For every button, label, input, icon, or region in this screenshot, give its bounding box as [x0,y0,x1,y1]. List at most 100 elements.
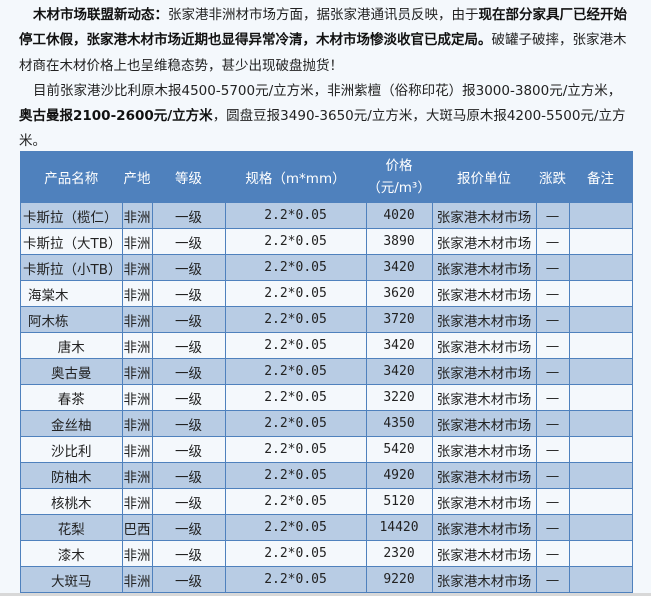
cell-product-name: 唐木 [20,332,123,359]
cell-change: — [535,436,570,463]
text-segment: 张家港非洲材市场方面，据张家港通讯员反映，由于 [168,7,479,23]
cell-spec: 2.2*0.05 [224,306,367,333]
table-row: 卡斯拉（大TB） 非洲 一级 2.2*0.05 3890 张家港木材市场 — [20,228,633,255]
cell-note [568,228,633,255]
header-grade: 等级 [151,151,226,203]
cell-quote-unit: 张家港木材市场 [431,228,537,255]
cell-note [568,540,633,567]
cell-change: — [535,228,570,255]
header-price-label: 价格 [385,158,413,174]
cell-quote-unit: 张家港木材市场 [431,254,537,281]
cell-note [568,384,633,411]
cell-price: 3720 [365,306,433,333]
cell-quote-unit: 张家港木材市场 [431,384,537,411]
cell-note [568,358,633,385]
table-row: 漆木 非洲 一级 2.2*0.05 2320 张家港木材市场 — [20,540,633,567]
cell-product-name: 漆木 [20,540,123,567]
cell-spec: 2.2*0.05 [224,566,367,593]
table-row: 防柚木 非洲 一级 2.2*0.05 4920 张家港木材市场 — [20,462,633,489]
cell-note [568,306,633,333]
cell-price: 4350 [365,410,433,437]
text-segment: 目前张家港沙比利原木报4500-5700元/立方米，非洲紫檀（俗称印花）报300… [33,82,622,99]
cell-product-name: 卡斯拉（大TB） [20,228,123,255]
cell-origin: 非洲 [121,488,153,515]
header-product-name: 产品名称 [20,151,123,203]
cell-price: 3420 [365,254,433,281]
cell-origin: 非洲 [121,410,153,437]
table-row: 阿木栋 非洲 一级 2.2*0.05 3720 张家港木材市场 — [20,306,633,333]
cell-quote-unit: 张家港木材市场 [431,410,537,437]
cell-origin: 非洲 [121,228,153,255]
cell-quote-unit: 张家港木材市场 [431,332,537,359]
text-segment: ，圆盘豆报3490-3650元/立方米，大斑马原木报4200-5500元/立方米… [19,108,626,150]
bold-text-segment: 现在部分家具厂已经开始停工休假，张家港木材市场近期也显得异常冷清，木材市场惨淡收… [19,7,627,49]
cell-spec: 2.2*0.05 [224,384,367,411]
table-row: 奥古曼 非洲 一级 2.2*0.05 3420 张家港木材市场 — [20,358,633,385]
cell-quote-unit: 张家港木材市场 [431,566,537,593]
cell-spec: 2.2*0.05 [224,358,367,385]
cell-note [568,488,633,515]
cell-change: — [535,410,570,437]
cell-spec: 2.2*0.05 [224,410,367,437]
cell-note [568,514,633,541]
cell-product-name: 花梨 [20,514,123,541]
cell-grade: 一级 [151,306,226,333]
cell-product-name: 核桃木 [20,488,123,515]
cell-grade: 一级 [151,254,226,281]
table-header-row: 产品名称 产地 等级 规格（m*mm） 价格 （元/m³） 报价单位 涨跌 备注 [20,151,633,203]
cell-price: 3620 [365,280,433,307]
cell-product-name: 春茶 [20,384,123,411]
article-text: 木材市场联盟新动态：张家港非洲材市场方面，据张家港通讯员反映，由于现在部分家具厂… [19,3,627,155]
table-row: 花梨 巴西 一级 2.2*0.05 14420 张家港木材市场 — [20,514,633,541]
price-table: 产品名称 产地 等级 规格（m*mm） 价格 （元/m³） 报价单位 涨跌 备注… [20,151,633,593]
cell-origin: 非洲 [121,202,153,229]
cell-grade: 一级 [151,358,226,385]
paragraph-market-news: 木材市场联盟新动态：张家港非洲材市场方面，据张家港通讯员反映，由于现在部分家具厂… [19,3,627,79]
cell-grade: 一级 [151,384,226,411]
cell-quote-unit: 张家港木材市场 [431,540,537,567]
cell-price: 3890 [365,228,433,255]
cell-note [568,254,633,281]
table-row: 金丝柚 非洲 一级 2.2*0.05 4350 张家港木材市场 — [20,410,633,437]
cell-origin: 非洲 [121,280,153,307]
cell-spec: 2.2*0.05 [224,514,367,541]
cell-price: 3420 [365,332,433,359]
cell-price: 4920 [365,462,433,489]
cell-spec: 2.2*0.05 [224,280,367,307]
cell-price: 3420 [365,358,433,385]
cell-spec: 2.2*0.05 [224,228,367,255]
cell-origin: 非洲 [121,332,153,359]
cell-note [568,436,633,463]
cell-grade: 一级 [151,228,226,255]
cell-price: 2320 [365,540,433,567]
cell-grade: 一级 [151,332,226,359]
header-price: 价格 （元/m³） [365,151,433,203]
cell-change: — [535,280,570,307]
cell-origin: 非洲 [121,306,153,333]
table-row: 核桃木 非洲 一级 2.2*0.05 5120 张家港木材市场 — [20,488,633,515]
cell-product-name: 卡斯拉（榄仁） [20,202,123,229]
cell-grade: 一级 [151,488,226,515]
table-row: 大斑马 非洲 一级 2.2*0.05 9220 张家港木材市场 — [20,566,633,593]
cell-quote-unit: 张家港木材市场 [431,436,537,463]
cell-product-name: 奥古曼 [20,358,123,385]
cell-change: — [535,540,570,567]
cell-spec: 2.2*0.05 [224,540,367,567]
bold-text-segment: 木材市场联盟新动态： [33,7,168,23]
cell-change: — [535,332,570,359]
text-segment: 破罐子破摔，张家港木材商在木材价格上也呈维稳态势，甚少出现破盘抛货！ [19,32,627,74]
table-row: 卡斯拉（小TB） 非洲 一级 2.2*0.05 3420 张家港木材市场 — [20,254,633,281]
cell-spec: 2.2*0.05 [224,254,367,281]
cell-spec: 2.2*0.05 [224,462,367,489]
cell-grade: 一级 [151,436,226,463]
cell-grade: 一级 [151,540,226,567]
header-price-unit: （元/m³） [367,180,431,196]
cell-change: — [535,358,570,385]
table-row: 沙比利 非洲 一级 2.2*0.05 5420 张家港木材市场 — [20,436,633,463]
cell-origin: 非洲 [121,462,153,489]
cell-change: — [535,306,570,333]
cell-quote-unit: 张家港木材市场 [431,306,537,333]
cell-product-name: 大斑马 [20,566,123,593]
cell-change: — [535,566,570,593]
table-row: 春茶 非洲 一级 2.2*0.05 3220 张家港木材市场 — [20,384,633,411]
